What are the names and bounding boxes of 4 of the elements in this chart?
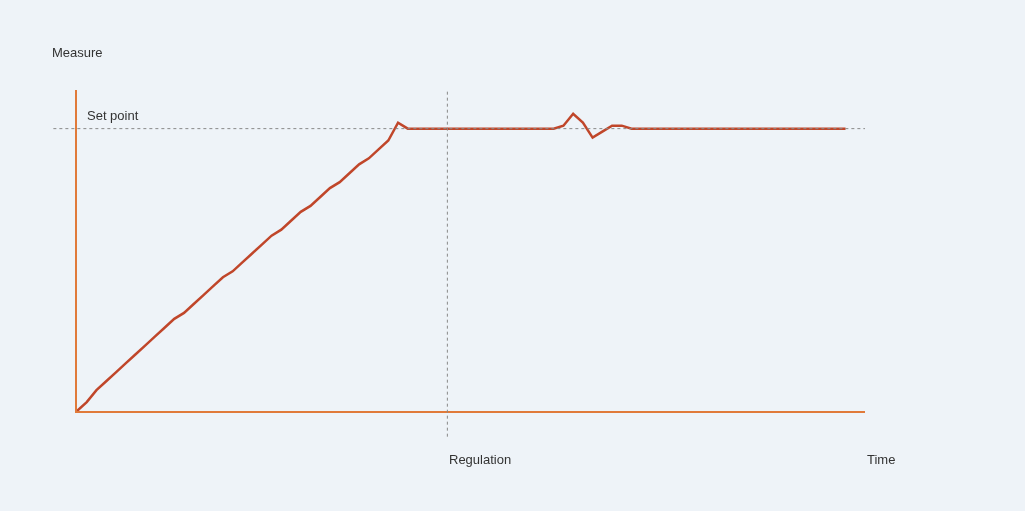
x-axis-title: Time: [867, 452, 896, 467]
y-axis-title: Measure: [52, 45, 103, 60]
text: Regulation: [449, 452, 512, 467]
ref-line-label: Set point: [87, 108, 139, 123]
